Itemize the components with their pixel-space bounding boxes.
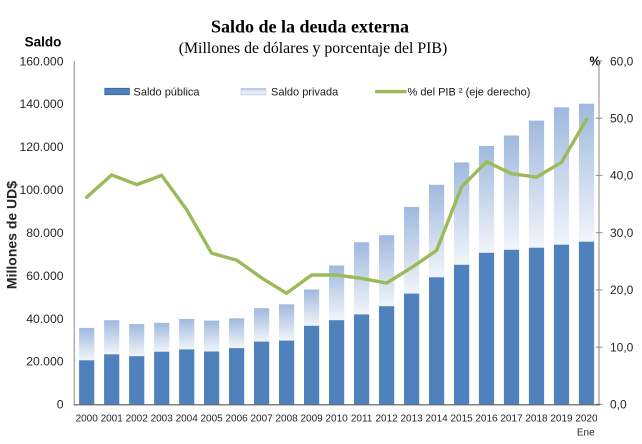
svg-text:Ene: Ene xyxy=(577,428,595,439)
svg-text:2016: 2016 xyxy=(475,414,498,425)
svg-text:20.000: 20.000 xyxy=(26,355,63,369)
svg-text:Saldo privada: Saldo privada xyxy=(271,87,339,99)
svg-text:160.000: 160.000 xyxy=(19,54,63,68)
svg-text:2020: 2020 xyxy=(575,414,598,425)
svg-text:2001: 2001 xyxy=(101,414,124,425)
svg-text:2000: 2000 xyxy=(76,414,99,425)
svg-text:2013: 2013 xyxy=(400,414,423,425)
svg-text:Saldo pública: Saldo pública xyxy=(134,87,201,99)
svg-text:2018: 2018 xyxy=(525,414,548,425)
svg-text:100.000: 100.000 xyxy=(19,183,63,197)
svg-text:50,0: 50,0 xyxy=(610,112,634,126)
svg-text:2003: 2003 xyxy=(151,414,174,425)
svg-text:2019: 2019 xyxy=(550,414,573,425)
svg-text:Saldo: Saldo xyxy=(25,35,62,50)
svg-text:2004: 2004 xyxy=(176,414,199,425)
svg-text:10,0: 10,0 xyxy=(610,340,634,354)
svg-text:20,0: 20,0 xyxy=(610,283,634,297)
svg-text:0,0: 0,0 xyxy=(610,398,627,412)
svg-text:2007: 2007 xyxy=(250,414,273,425)
svg-text:40.000: 40.000 xyxy=(26,312,63,326)
svg-text:2012: 2012 xyxy=(375,414,398,425)
svg-text:2015: 2015 xyxy=(450,414,473,425)
svg-text:% del PIB ² (eje derecho): % del PIB ² (eje derecho) xyxy=(408,87,531,99)
svg-text:2008: 2008 xyxy=(275,414,298,425)
svg-text:2011: 2011 xyxy=(351,414,373,425)
svg-text:2006: 2006 xyxy=(225,414,248,425)
svg-text:0: 0 xyxy=(57,398,64,412)
svg-text:120.000: 120.000 xyxy=(19,140,63,154)
svg-text:(Millones de dólares y porcent: (Millones de dólares y porcentaje del PI… xyxy=(179,40,447,57)
svg-text:2002: 2002 xyxy=(126,414,149,425)
svg-text:30,0: 30,0 xyxy=(610,226,634,240)
svg-text:40,0: 40,0 xyxy=(610,169,634,183)
svg-text:60.000: 60.000 xyxy=(26,269,63,283)
svg-text:2005: 2005 xyxy=(200,414,223,425)
svg-text:2010: 2010 xyxy=(325,414,348,425)
svg-text:2014: 2014 xyxy=(425,414,448,425)
svg-text:140.000: 140.000 xyxy=(19,97,63,111)
svg-text:2017: 2017 xyxy=(500,414,523,425)
svg-text:Millones de UD$: Millones de UD$ xyxy=(4,181,20,289)
svg-text:80.000: 80.000 xyxy=(26,226,63,240)
svg-text:%: % xyxy=(589,55,600,69)
svg-text:2009: 2009 xyxy=(300,414,323,425)
svg-text:Saldo de la deuda externa: Saldo de la deuda externa xyxy=(211,17,409,37)
svg-text:60,0: 60,0 xyxy=(610,54,634,68)
